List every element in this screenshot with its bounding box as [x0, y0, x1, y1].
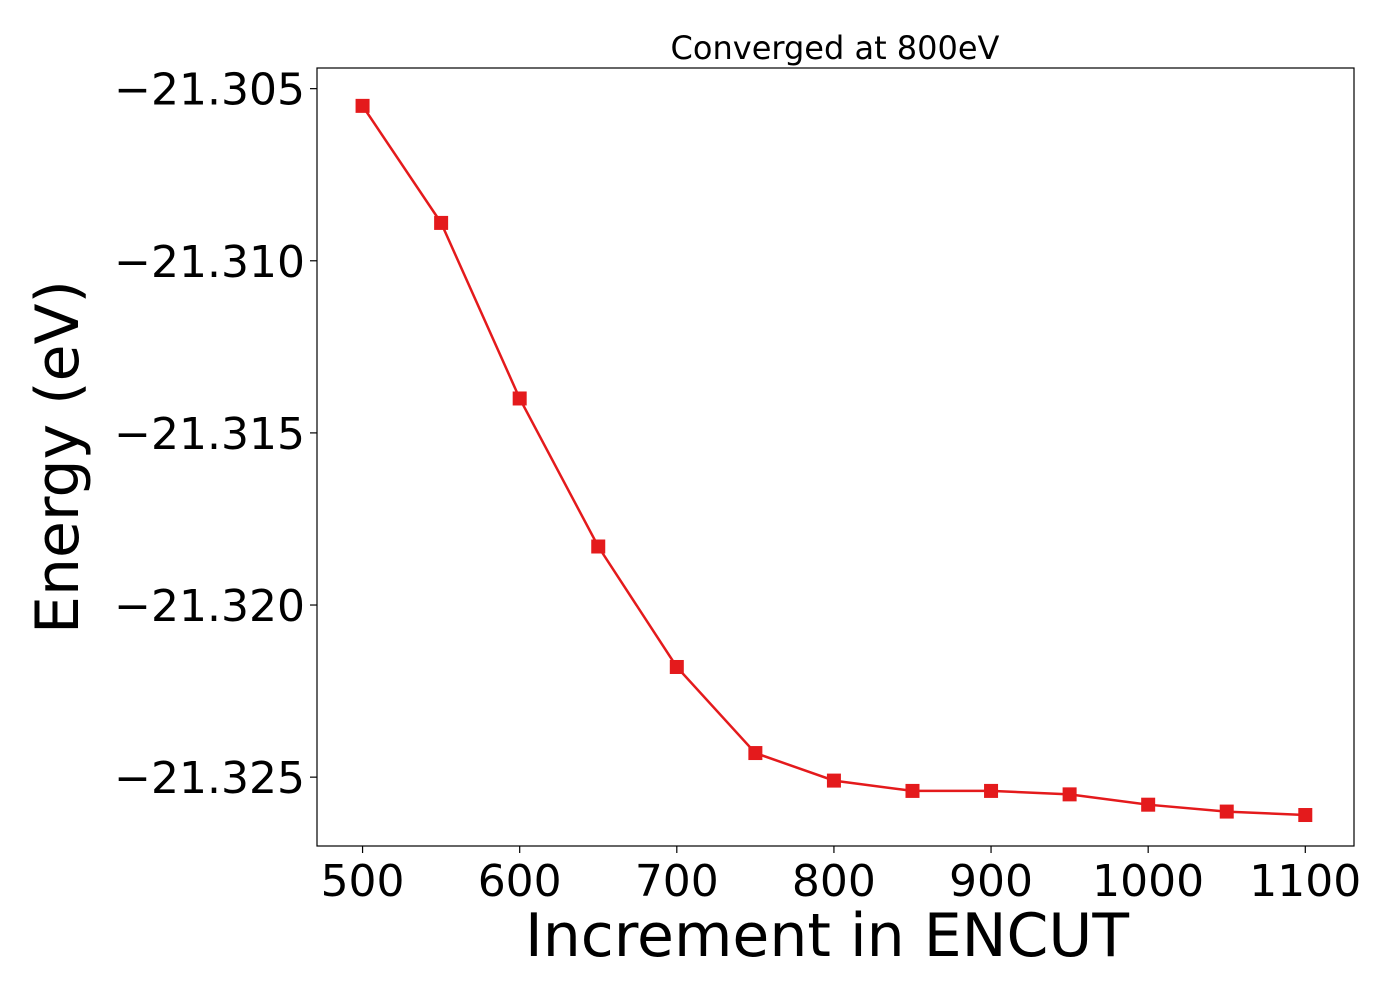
x-tick-label: 600	[478, 856, 562, 907]
x-tick-label: 1100	[1249, 856, 1361, 907]
y-tick-label: −21.310	[114, 237, 305, 288]
x-tick-label: 700	[635, 856, 719, 907]
data-point-marker	[826, 773, 841, 788]
series-line	[361, 105, 1306, 817]
data-point-marker	[1062, 787, 1077, 802]
x-tick-label: 1000	[1092, 856, 1204, 907]
data-point-marker	[591, 539, 606, 554]
x-tick-label: 900	[949, 856, 1033, 907]
data-point-marker	[748, 746, 763, 761]
x-axis-label: Increment in ENCUT	[525, 901, 1129, 971]
x-tick-label: 500	[321, 856, 405, 907]
data-point-marker	[1141, 797, 1156, 812]
data-point-marker	[1298, 808, 1313, 823]
plot-area	[355, 98, 1313, 823]
y-axis-ticks: −21.305 −21.310 −21.315 −21.320 −21.325	[114, 65, 317, 804]
y-tick-label: −21.325	[114, 753, 305, 804]
data-point-marker	[355, 98, 370, 113]
axes-frame	[316, 67, 1355, 847]
y-tick-label: −21.305	[114, 65, 305, 116]
x-tick-label: 800	[792, 856, 876, 907]
data-point-marker	[669, 659, 684, 674]
chart-title: Converged at 800eV	[671, 29, 1000, 67]
data-point-marker	[905, 783, 920, 798]
data-point-marker	[512, 391, 527, 406]
y-tick-label: −21.315	[114, 409, 305, 460]
x-axis-ticks: 500 600 700 800 900 1000 1100	[321, 846, 1361, 907]
y-tick-label: −21.320	[114, 581, 305, 632]
data-point-marker	[434, 215, 449, 230]
y-axis-label: Energy (eV)	[23, 280, 93, 634]
data-point-marker	[1219, 804, 1234, 819]
data-point-marker	[984, 783, 999, 798]
